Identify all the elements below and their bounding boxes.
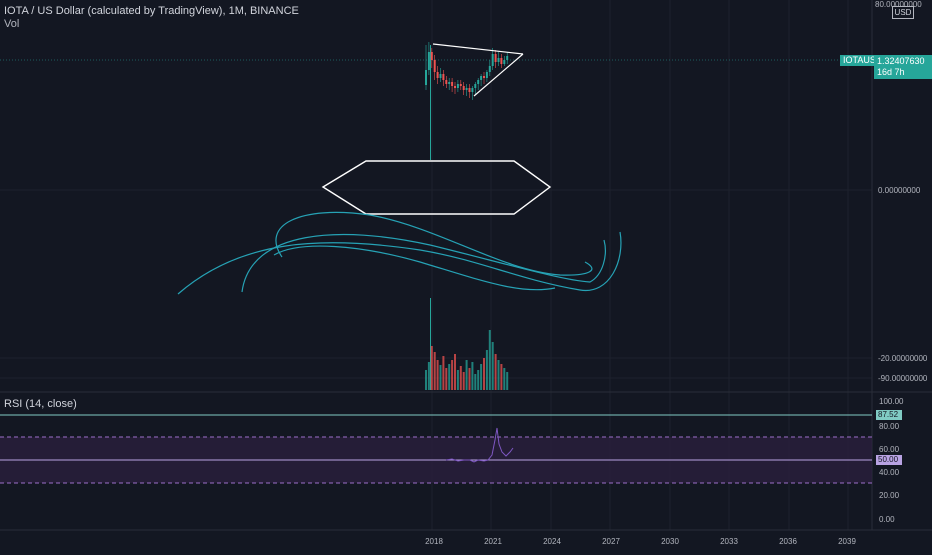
- candlesticks: [425, 42, 509, 100]
- volume-bar: [506, 372, 509, 390]
- volume-bar: [491, 342, 494, 390]
- candle-body: [436, 72, 439, 78]
- volume-bar: [442, 356, 445, 390]
- candle-body: [494, 54, 497, 62]
- time-tick: 2039: [838, 537, 856, 546]
- rsi-tick: 100.00: [879, 397, 904, 406]
- candle-body: [439, 74, 442, 78]
- volume-bar: [448, 364, 451, 390]
- rsi-tick: 40.00: [879, 468, 900, 477]
- time-tick: 2036: [779, 537, 797, 546]
- rsi-legend[interactable]: RSI (14, close): [4, 398, 77, 410]
- last-price-value: 1.32407630: [877, 56, 925, 66]
- rsi-line: [445, 427, 514, 463]
- candle-body: [477, 80, 480, 84]
- price-axis-labels: 0.00000000 -20.00000000 -90.00000000: [878, 186, 928, 383]
- price-tick: -90.00000000: [878, 374, 928, 383]
- candle-body: [448, 82, 451, 84]
- volume-legend[interactable]: Vol: [4, 18, 20, 30]
- time-tick: 2018: [425, 537, 443, 546]
- candle-body: [430, 52, 433, 60]
- volume-bar: [480, 364, 483, 390]
- candle-body: [459, 84, 462, 86]
- volume-bar: [465, 360, 468, 390]
- top-price-label: 80.00000000: [875, 0, 922, 9]
- candle-body: [465, 88, 468, 90]
- candle-body: [483, 76, 485, 78]
- candle-body: [497, 58, 500, 62]
- rsi-axis-labels: 100.00 80.00 60.00 40.00 20.00 0.00: [879, 397, 904, 524]
- rsi-tick: 60.00: [879, 445, 900, 454]
- chart-title: IOTA / US Dollar (calculated by TradingV…: [4, 5, 299, 17]
- symbol-tag: IOTAUSD: [840, 55, 886, 66]
- currency-button[interactable]: USD: [892, 6, 914, 19]
- candle-body: [462, 86, 465, 90]
- candle-body: [500, 58, 503, 64]
- volume-bar: [462, 372, 465, 390]
- candle-body: [485, 72, 488, 78]
- volume-bars: [425, 330, 509, 390]
- volume-bar: [503, 368, 506, 390]
- candle-body: [471, 88, 474, 92]
- last-price-box: 1.32407630 16d 7h: [874, 55, 932, 79]
- candle-body: [474, 84, 477, 88]
- candle-body: [503, 60, 506, 64]
- volume-bar: [454, 354, 456, 390]
- candle-body: [488, 66, 491, 72]
- bar-countdown: 16d 7h: [877, 67, 905, 77]
- candle-body: [456, 84, 459, 88]
- volume-bar: [445, 368, 448, 390]
- candle-body: [425, 70, 427, 85]
- candle-body: [427, 52, 430, 70]
- price-tick: -20.00000000: [878, 354, 928, 363]
- volume-bar: [468, 368, 471, 390]
- rsi-tick: 80.00: [879, 422, 900, 431]
- volume-bar: [459, 366, 462, 390]
- candle-body: [491, 54, 494, 66]
- candle-body: [451, 82, 454, 86]
- volume-bar: [477, 370, 480, 390]
- time-axis-labels: 2018 2021 2024 2027 2030 2033 2036 2039: [425, 537, 856, 546]
- time-tick: 2030: [661, 537, 679, 546]
- candle-body: [445, 80, 448, 84]
- volume-bar: [433, 352, 436, 390]
- volume-bar: [456, 370, 459, 390]
- volume-bar: [497, 360, 500, 390]
- curve-drawings: [177, 211, 622, 295]
- rsi-high-tag: 87.52: [876, 410, 902, 420]
- volume-bar: [474, 374, 477, 390]
- volume-bar: [451, 360, 454, 390]
- rsi-tick: 0.00: [879, 515, 895, 524]
- time-tick: 2027: [602, 537, 620, 546]
- time-tick: 2021: [484, 537, 502, 546]
- volume-bar: [500, 364, 503, 390]
- time-tick: 2024: [543, 537, 561, 546]
- time-tick: 2033: [720, 537, 738, 546]
- rsi-value-tag: 50.00: [876, 455, 902, 465]
- volume-bar: [427, 362, 430, 390]
- volume-bar: [483, 358, 485, 390]
- candle-body: [433, 60, 436, 72]
- candle-body: [506, 56, 509, 60]
- candle-body: [468, 88, 471, 92]
- volume-bar: [430, 346, 433, 390]
- rsi-tick: 20.00: [879, 491, 900, 500]
- volume-bar: [436, 360, 439, 390]
- price-tick: 0.00000000: [878, 186, 921, 195]
- volume-bar: [471, 362, 474, 390]
- triangle-pattern-drawing: [432, 43, 524, 97]
- candle-body: [454, 86, 456, 88]
- volume-bar: [494, 354, 497, 390]
- candle-body: [442, 74, 445, 80]
- volume-bar: [488, 330, 491, 390]
- volume-bar: [425, 370, 427, 390]
- hexagon-drawing: [321, 160, 552, 215]
- candle-body: [480, 76, 483, 80]
- volume-bar: [439, 365, 442, 390]
- volume-bar: [485, 350, 488, 390]
